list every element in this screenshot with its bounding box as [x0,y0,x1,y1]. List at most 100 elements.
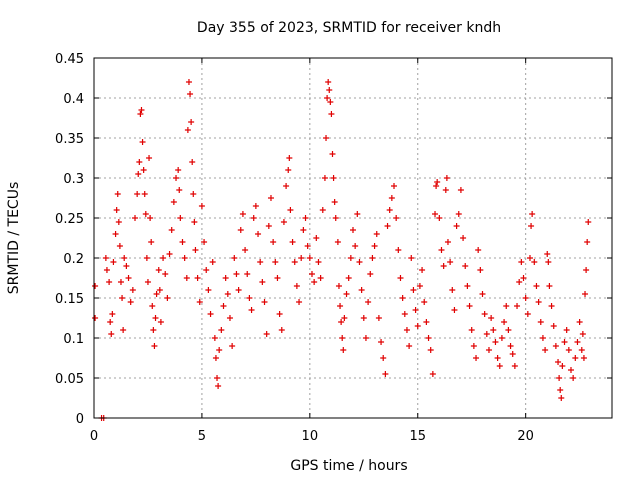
data-points [92,79,592,421]
data-point [183,275,190,281]
data-point [378,339,385,345]
data-point [300,227,307,233]
data-point [427,347,434,353]
data-point [345,275,352,281]
data-point [289,239,296,245]
data-point [580,355,587,361]
data-point [190,191,197,197]
data-point [153,291,160,297]
data-point [406,343,413,349]
data-point [102,255,109,261]
data-point [112,231,119,237]
data-point [187,91,194,97]
data-point [443,175,450,181]
data-point [117,279,124,285]
data-point [233,271,240,277]
data-point [205,287,212,293]
y-tick-label: 0.2 [63,252,84,267]
data-point [451,307,458,313]
data-point [360,315,367,321]
data-point [373,231,380,237]
data-point [578,347,585,353]
data-point [350,227,356,233]
data-point [184,127,191,133]
data-point [177,215,184,221]
data-point [332,215,339,221]
data-point [401,311,408,317]
data-point [565,347,572,353]
data-point [229,343,236,349]
data-point [304,243,311,249]
data-point [490,327,497,333]
data-point [367,271,374,277]
data-point [544,251,551,257]
data-point [555,359,562,365]
data-point [579,331,586,337]
data-point [399,295,406,301]
data-point [246,295,253,301]
data-point [442,187,449,193]
data-point [425,335,432,341]
data-point [572,355,579,361]
data-point [156,287,163,293]
y-tick-label: 0.25 [55,212,84,227]
data-point [509,351,516,357]
y-axis-label: SRMTID / TECUs [6,182,22,295]
data-point [216,347,223,353]
data-point [347,255,354,261]
data-point [528,223,535,229]
data-point [120,327,127,333]
data-point [444,239,451,245]
data-point [231,255,238,261]
data-point [129,287,136,293]
data-point [371,243,378,249]
data-point [334,239,341,245]
data-point [503,303,510,309]
data-point [114,191,121,197]
data-point [272,259,279,265]
data-point [380,355,387,361]
data-point [453,223,460,229]
data-point [329,151,336,157]
data-point [545,259,552,265]
data-point [531,259,538,265]
data-point [160,255,167,261]
data-point [483,331,490,337]
data-point [175,167,182,173]
data-point [475,247,482,253]
data-point [340,347,347,353]
data-point [139,139,146,145]
data-point [488,315,495,321]
data-point [570,375,577,381]
data-point [313,235,320,241]
data-point [492,339,499,345]
data-point [494,355,501,361]
data-point [516,279,523,285]
data-point [220,303,227,309]
data-point [429,371,436,377]
data-point [263,331,270,337]
data-point [335,283,342,289]
data-point [356,259,363,265]
data-point [338,319,345,325]
data-point [278,327,285,333]
data-point [237,227,244,233]
data-point [546,283,553,289]
data-point [296,299,303,305]
data-point [323,135,330,141]
data-point [559,363,566,369]
data-point [188,119,195,125]
y-tick-label: 0.45 [55,52,84,67]
data-point [239,211,246,217]
data-point [397,275,404,281]
data-point [113,207,120,213]
data-point [311,279,318,285]
chart-title: Day 355 of 2023, SRMTID for receiver knd… [197,20,501,36]
data-point [110,259,117,265]
x-tick-label: 20 [517,429,534,444]
data-point [533,283,540,289]
data-point [331,199,338,205]
data-point [280,219,287,225]
data-point [196,299,203,305]
data-point [134,191,141,197]
